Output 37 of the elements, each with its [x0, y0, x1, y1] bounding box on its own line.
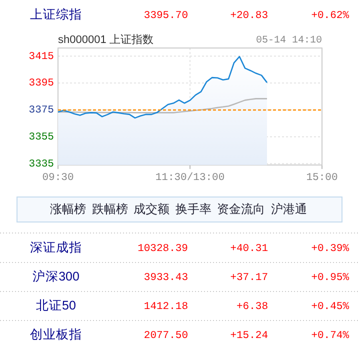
- text: +37.17: [230, 272, 268, 284]
- text: +0.39%: [311, 242, 350, 255]
- x-tick-label: 15:00: [306, 172, 338, 184]
- y-tick-label: 3395: [28, 78, 54, 90]
- text: 沪深300: [32, 268, 80, 284]
- text: +15.24: [230, 330, 268, 342]
- text: 2077.50: [144, 330, 188, 342]
- y-tick-label: 3415: [28, 50, 54, 63]
- text: 深证成指: [30, 240, 82, 254]
- text: +0.45%: [311, 300, 350, 313]
- y-tick-label: 3375: [28, 104, 54, 117]
- text: 3933.43: [144, 272, 188, 284]
- text: +0.74%: [311, 330, 350, 342]
- y-tick-label: 3335: [28, 158, 54, 170]
- text: 成交额: [134, 202, 170, 216]
- text: 涨幅榜: [50, 202, 86, 216]
- text: 跌幅榜: [92, 202, 128, 216]
- text: +0.62%: [311, 10, 350, 22]
- text: 创业板指: [30, 327, 82, 342]
- text: +20.83: [230, 10, 268, 22]
- text: 3395.70: [144, 10, 188, 22]
- text: +0.95%: [311, 272, 350, 284]
- text: 沪港通: [271, 202, 307, 216]
- text: 上证综指: [30, 7, 82, 22]
- line-series: [57, 98, 268, 114]
- text: +40.31: [230, 242, 268, 255]
- chart-title: sh000001 上证指数: [58, 32, 154, 46]
- text: 资金流向: [217, 202, 266, 216]
- text: 10328.39: [138, 242, 188, 255]
- text: 北证50: [36, 298, 76, 312]
- text: 换手率: [175, 202, 212, 216]
- text: 1412.18: [144, 300, 188, 313]
- y-tick-label: 3355: [28, 132, 54, 144]
- text: +6.38: [236, 300, 268, 313]
- chart-subtitle: 05-14 14:10: [256, 36, 322, 47]
- x-tick-label: 09:30: [42, 172, 74, 184]
- x-tick-label: 11:30/13:00: [155, 172, 225, 184]
